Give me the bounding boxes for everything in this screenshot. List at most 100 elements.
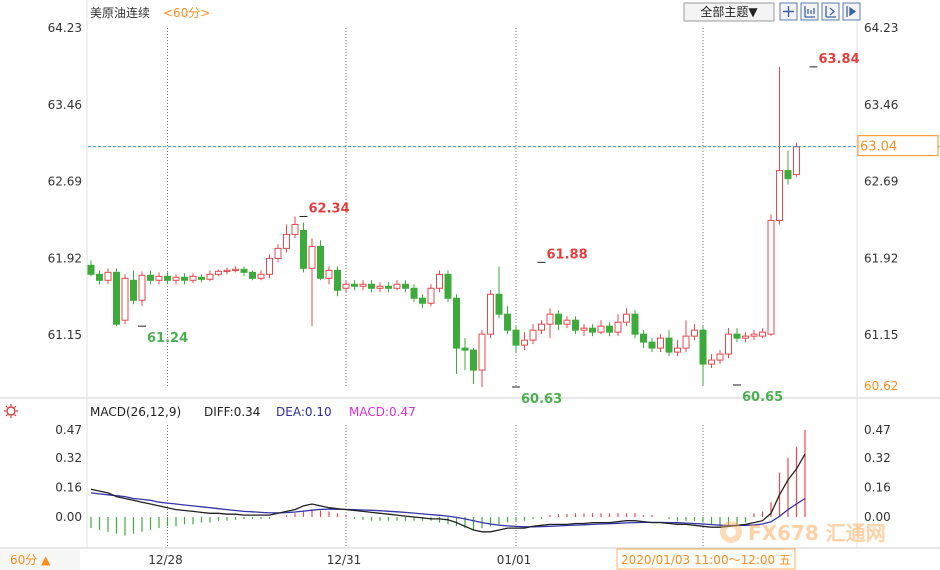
- candle-body: [682, 335, 690, 349]
- candle-body: [767, 219, 775, 335]
- candle-body: [504, 313, 511, 331]
- price-tick-left: 61.15: [48, 328, 82, 342]
- price-tick-right: 61.15: [864, 328, 898, 342]
- candle-body: [266, 257, 273, 275]
- macd-tick-right: 0.32: [864, 451, 891, 465]
- time-tick: 01/01: [497, 553, 532, 567]
- indicator-settings-icon[interactable]: [4, 404, 18, 418]
- candle-body: [444, 273, 452, 299]
- candle-body: [104, 271, 112, 281]
- candle-body: [368, 283, 375, 289]
- low-price-label: 60.65: [742, 390, 783, 405]
- macd-tick-right: 0.00: [864, 510, 891, 524]
- candle-body: [198, 276, 205, 280]
- candle-body: [410, 287, 418, 299]
- candle-body: [521, 339, 528, 346]
- candle-body: [606, 325, 613, 333]
- candle-body: [631, 313, 639, 335]
- current-price-box: [857, 135, 939, 157]
- period-selector[interactable]: <60分>: [163, 6, 210, 20]
- candle-body: [470, 349, 477, 371]
- candle-body: [419, 297, 426, 304]
- candle-body: [189, 275, 197, 281]
- move-icon[interactable]: [779, 2, 798, 21]
- price-tick-right-extra: 60.62: [864, 379, 898, 393]
- candle-body: [172, 276, 180, 281]
- zoom-in-icon[interactable]: [800, 2, 819, 21]
- price-axis-left: 64.23 63.46 62.69 61.92 61.15: [48, 21, 82, 342]
- candle-body: [487, 293, 494, 335]
- candle-body: [283, 233, 290, 249]
- candle-body: [708, 359, 715, 365]
- instrument-title: 美原油连续: [90, 5, 150, 20]
- price-annotations: 61.24 62.34 60.63 61.88 60.65 63.84: [138, 52, 860, 407]
- watermark: FX678 汇通网: [720, 521, 886, 545]
- candle-body: [716, 353, 724, 361]
- macd-value-readout: MACD:0.47: [349, 405, 416, 419]
- candle-body: [427, 287, 435, 304]
- candle-body: [155, 275, 163, 281]
- candle-body: [376, 285, 384, 289]
- candle-body: [206, 273, 214, 280]
- candle-body: [742, 335, 749, 339]
- cursor-time-label: 2020/01/03 11:00～12:00 五: [621, 553, 791, 567]
- macd-axis-right: 0.47 0.32 0.16 0.00: [864, 423, 891, 524]
- time-tick: 12/28: [148, 553, 183, 567]
- low-price-label: 61.24: [147, 331, 188, 346]
- high-price-label: 63.84: [819, 52, 860, 67]
- price-tick-left: 62.69: [48, 175, 82, 189]
- candle-body: [291, 223, 299, 235]
- price-axis-right: 64.23 63.46 62.69 61.92 61.15 60.62: [864, 21, 898, 393]
- candle-body: [640, 333, 647, 343]
- candle-body: [759, 331, 766, 337]
- candle-body: [750, 333, 758, 337]
- candle-body: [359, 283, 367, 287]
- price-tick-right: 62.69: [864, 175, 898, 189]
- jump-latest-icon[interactable]: [842, 2, 861, 21]
- candle-body: [776, 170, 783, 221]
- watermark-text: FX678 汇通网: [748, 521, 886, 545]
- price-vertical-grid: [167, 28, 704, 548]
- candle-body: [121, 277, 129, 321]
- time-tick: 12/31: [327, 553, 362, 567]
- candle-body: [478, 333, 486, 371]
- price-tick-right: 61.92: [864, 251, 898, 265]
- macd-tick-left: 0.00: [55, 510, 82, 524]
- theme-button[interactable]: 全部主题▼: [683, 2, 775, 22]
- candle-body: [351, 283, 358, 287]
- candle-body: [691, 329, 698, 337]
- macd-tick-right: 0.16: [864, 480, 891, 494]
- candle-body: [665, 337, 673, 353]
- macd-tick-left: 0.47: [55, 423, 82, 437]
- candle-body: [793, 146, 800, 176]
- candle-body: [300, 229, 307, 269]
- candle-body: [512, 329, 520, 346]
- macd-tick-left: 0.16: [55, 480, 82, 494]
- zoom-out-icon[interactable]: [821, 2, 840, 21]
- candle-body: [147, 274, 154, 281]
- candle-body: [623, 313, 630, 323]
- period-dropdown-button[interactable]: 60分 ▲: [0, 549, 80, 570]
- macd-tick-right: 0.47: [864, 423, 891, 437]
- macd-tick-left: 0.32: [55, 451, 82, 465]
- candle-body: [325, 269, 333, 279]
- candle-body: [334, 269, 341, 291]
- candle-body: [725, 333, 732, 355]
- candle-body: [436, 273, 443, 289]
- candle-body: [274, 247, 282, 259]
- candle-body: [130, 279, 137, 301]
- macd-title: MACD(26,12,9): [90, 405, 181, 419]
- candle-body: [240, 268, 248, 273]
- candle-body: [648, 341, 656, 349]
- candle-body: [555, 313, 562, 325]
- high-price-label: 61.88: [547, 247, 588, 262]
- macd-axis-left: 0.47 0.32 0.16 0.00: [55, 423, 82, 524]
- candle-body: [461, 347, 469, 351]
- candle-body: [529, 329, 537, 341]
- candle-body: [733, 333, 741, 339]
- low-price-label: 60.63: [521, 392, 562, 407]
- candle-body: [113, 271, 120, 325]
- candle-body: [215, 270, 222, 275]
- candle-body: [546, 313, 554, 325]
